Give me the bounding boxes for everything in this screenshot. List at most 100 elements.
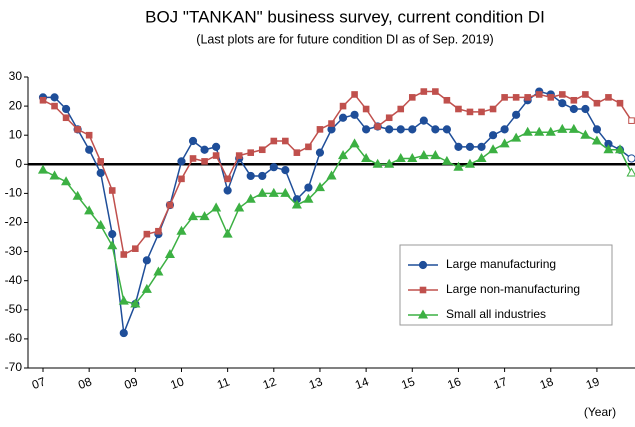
data-point <box>164 248 175 259</box>
data-point <box>559 91 566 98</box>
data-point <box>431 125 440 134</box>
data-point <box>466 108 474 116</box>
x-tick-label: 10 <box>169 374 187 392</box>
data-point <box>37 164 49 174</box>
data-point <box>442 125 451 134</box>
data-point <box>476 152 487 162</box>
data-point <box>258 171 267 181</box>
data-point <box>362 105 370 113</box>
data-point <box>443 96 451 104</box>
data-point <box>247 149 255 156</box>
data-point <box>95 219 106 229</box>
data-point <box>166 201 174 209</box>
data-point <box>568 123 579 133</box>
data-point <box>200 145 209 154</box>
data-point <box>418 150 429 160</box>
data-point <box>143 230 151 238</box>
data-point <box>628 117 635 124</box>
data-point <box>132 245 139 252</box>
data-point <box>430 150 441 160</box>
data-point <box>187 211 199 221</box>
data-point <box>500 125 509 134</box>
data-point <box>62 114 70 122</box>
series-line <box>42 90 633 256</box>
series-line <box>42 128 633 305</box>
data-point <box>488 144 499 154</box>
legend-marker <box>419 286 427 294</box>
data-point <box>570 96 578 104</box>
data-point <box>84 205 95 215</box>
legend-marker <box>417 309 429 319</box>
data-point <box>582 91 589 98</box>
data-point <box>153 266 164 276</box>
data-point <box>419 116 428 125</box>
data-point <box>51 102 58 110</box>
data-point <box>305 143 312 151</box>
data-point <box>108 187 116 194</box>
data-point <box>222 228 233 238</box>
data-point <box>349 138 360 148</box>
data-point <box>626 167 635 177</box>
data-point <box>326 170 337 180</box>
data-point <box>384 158 395 168</box>
data-point <box>557 123 568 133</box>
data-point <box>361 152 372 162</box>
data-point <box>372 158 383 168</box>
data-point <box>558 99 567 108</box>
data-point <box>120 251 128 258</box>
data-point <box>97 158 105 165</box>
data-point <box>408 94 416 101</box>
data-point <box>85 145 94 154</box>
x-tick-label: 12 <box>261 374 279 392</box>
data-point <box>441 155 452 165</box>
data-point <box>39 96 47 104</box>
x-tick-label: 11 <box>215 374 232 392</box>
data-point <box>362 125 371 134</box>
y-tick-label: -50 <box>5 302 23 316</box>
data-point <box>223 186 232 195</box>
data-point <box>96 168 105 178</box>
data-point <box>477 142 486 151</box>
data-point <box>337 150 349 160</box>
data-point <box>235 152 243 159</box>
data-point <box>61 104 71 114</box>
data-point <box>257 187 268 197</box>
data-point <box>72 190 83 200</box>
y-tick-label: 10 <box>9 127 23 141</box>
legend-label: Large non-manufacturing <box>446 282 580 296</box>
data-point <box>50 93 59 102</box>
data-point <box>268 187 279 197</box>
data-point <box>547 94 555 101</box>
data-point <box>212 142 221 151</box>
data-point <box>61 176 72 186</box>
data-point <box>524 94 531 101</box>
data-point <box>155 227 162 235</box>
chart-title: BOJ "TANKAN" business survey, current co… <box>145 7 545 26</box>
data-point <box>189 155 197 162</box>
data-point <box>501 94 508 101</box>
data-point <box>605 94 612 101</box>
data-point <box>245 193 256 203</box>
data-point <box>511 132 522 142</box>
data-point <box>395 152 406 162</box>
data-point <box>49 170 60 180</box>
data-point <box>188 136 198 146</box>
data-point <box>177 157 186 166</box>
y-tick-label: -40 <box>5 273 23 287</box>
x-tick-label: 19 <box>584 374 602 392</box>
y-tick-label: -20 <box>5 215 23 229</box>
data-point <box>314 182 326 192</box>
x-tick-label: 08 <box>76 374 94 392</box>
data-point <box>453 161 464 171</box>
y-tick-label: 0 <box>15 156 22 170</box>
data-point <box>234 202 245 212</box>
data-point <box>351 91 358 98</box>
x-tick-label: 13 <box>307 374 325 392</box>
legend-label: Small all industries <box>446 307 546 321</box>
data-point <box>270 137 278 145</box>
data-point <box>385 125 394 134</box>
legend-box <box>399 244 613 326</box>
data-point <box>465 142 475 151</box>
data-point <box>224 175 231 183</box>
x-tick-label: 17 <box>492 374 510 392</box>
